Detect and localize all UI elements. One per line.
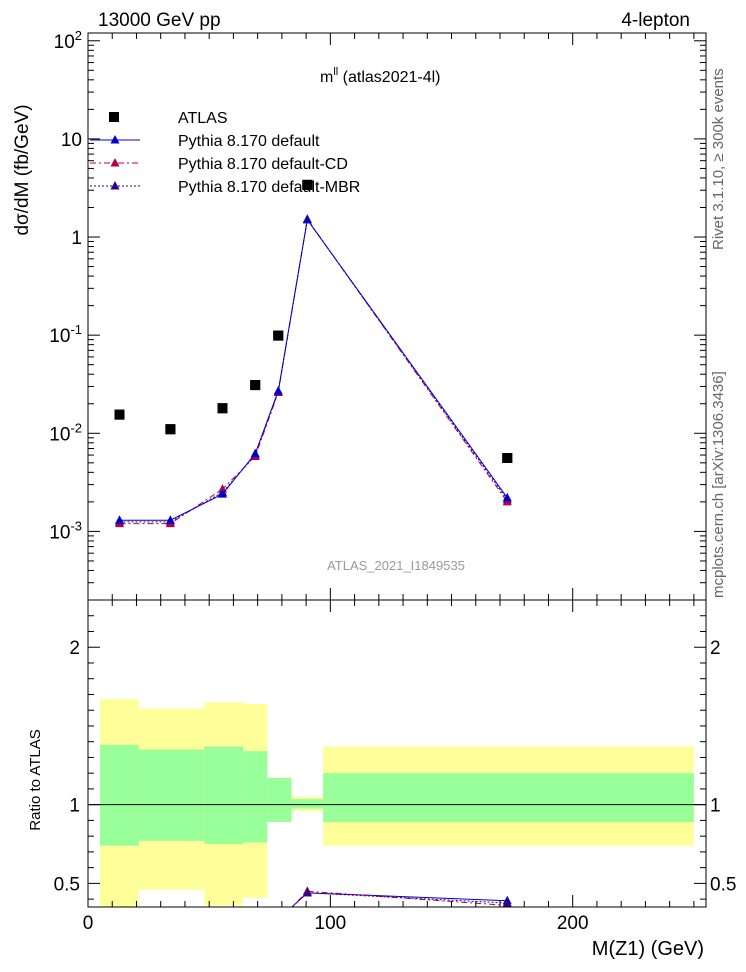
main-y-tick-label: 10-2 xyxy=(49,420,82,445)
atlas-marker xyxy=(273,330,284,341)
chart-title: mll (atlas2021-4l) xyxy=(320,66,441,86)
band-inner-5 xyxy=(291,799,324,809)
x-tick-label: 200 xyxy=(557,913,589,934)
mc-marker-1 xyxy=(165,515,175,524)
legend-marker-1 xyxy=(110,135,120,144)
x-tick-label: 100 xyxy=(315,913,347,934)
band-inner-2 xyxy=(204,746,244,845)
band-inner-1 xyxy=(138,749,205,841)
ratio-y-tick-label-left: 0.5 xyxy=(54,874,80,895)
legend-marker-3 xyxy=(110,181,120,190)
mc-marker-1 xyxy=(273,385,283,395)
mc-line-3 xyxy=(119,218,508,523)
band-inner-3 xyxy=(243,751,268,843)
mc-line-1 xyxy=(119,218,508,521)
mc-line-2 xyxy=(119,217,508,525)
legend-label-0: ATLAS xyxy=(178,110,228,127)
ratio-frame xyxy=(87,599,707,908)
ratio-y-tick-label-right: 0.5 xyxy=(710,874,736,895)
main-y-label: dσ/dM (fb/GeV) xyxy=(12,104,33,235)
axes: 10-3 10-2 10-1 1 10 102 0 100 200 0.5 0.5 1 1 2 2 xyxy=(49,28,736,934)
ratio-marker xyxy=(302,887,312,897)
mc-marker-1 xyxy=(250,448,260,458)
legend: ATLAS Pythia 8.170 default Pythia 8.170 de… xyxy=(90,110,360,196)
ratio-y-tick-label-left: 1 xyxy=(69,796,80,817)
atlas-marker xyxy=(114,409,125,420)
x-tick-label: 0 xyxy=(83,913,94,934)
atlas-marker xyxy=(217,403,228,414)
mc-marker-1 xyxy=(302,214,312,224)
main-series xyxy=(114,179,513,528)
ratio-marker xyxy=(502,898,512,907)
legend-marker-2 xyxy=(110,158,120,167)
main-y-tick-label: 10-3 xyxy=(49,518,82,543)
atlas-marker xyxy=(302,179,313,190)
atlas-marker xyxy=(250,380,261,391)
ratio-y-tick-label-left: 2 xyxy=(69,638,80,659)
band-inner-4 xyxy=(267,777,292,822)
mc-marker-2 xyxy=(218,484,228,493)
ratio-series xyxy=(291,886,512,907)
ratio-y-tick-label-right: 1 xyxy=(710,796,721,817)
side-label-bottom: mcplots.cern.ch [arXiv:1306.3436] xyxy=(710,371,727,598)
ratio-y-tick-label-right: 2 xyxy=(710,638,721,659)
mc-marker-1 xyxy=(218,489,228,498)
main-y-tick-label: 1 xyxy=(71,228,82,249)
header-left: 13000 GeV pp xyxy=(98,10,221,31)
legend-label-1: Pythia 8.170 default xyxy=(178,133,320,150)
header-right: 4-lepton xyxy=(621,10,690,31)
legend-marker-atlas xyxy=(109,112,119,122)
legend-label-3: Pythia 8.170 default-MBR xyxy=(178,179,360,196)
ratio-line-3 xyxy=(291,892,508,907)
watermark: ATLAS_2021_I1849535 xyxy=(327,558,465,573)
ratio-y-label: Ratio to ATLAS xyxy=(27,729,44,830)
main-y-tick-label: 102 xyxy=(54,28,82,53)
band-inner-6 xyxy=(323,773,694,822)
atlas-marker xyxy=(165,424,176,435)
band-inner-0 xyxy=(100,744,139,846)
main-y-tick-label: 10 xyxy=(61,130,82,151)
legend-label-2: Pythia 8.170 default-CD xyxy=(178,156,348,173)
side-label-top: Rivet 3.1.10, ≥ 300k events xyxy=(710,68,727,250)
ratio-uncertainty-bands xyxy=(88,699,706,907)
x-axis-label: M(Z1) (GeV) xyxy=(592,938,704,960)
atlas-marker xyxy=(502,452,513,463)
mc-marker-1 xyxy=(502,492,512,502)
mc-marker-1 xyxy=(115,515,125,524)
main-y-tick-label: 10-1 xyxy=(49,322,82,347)
